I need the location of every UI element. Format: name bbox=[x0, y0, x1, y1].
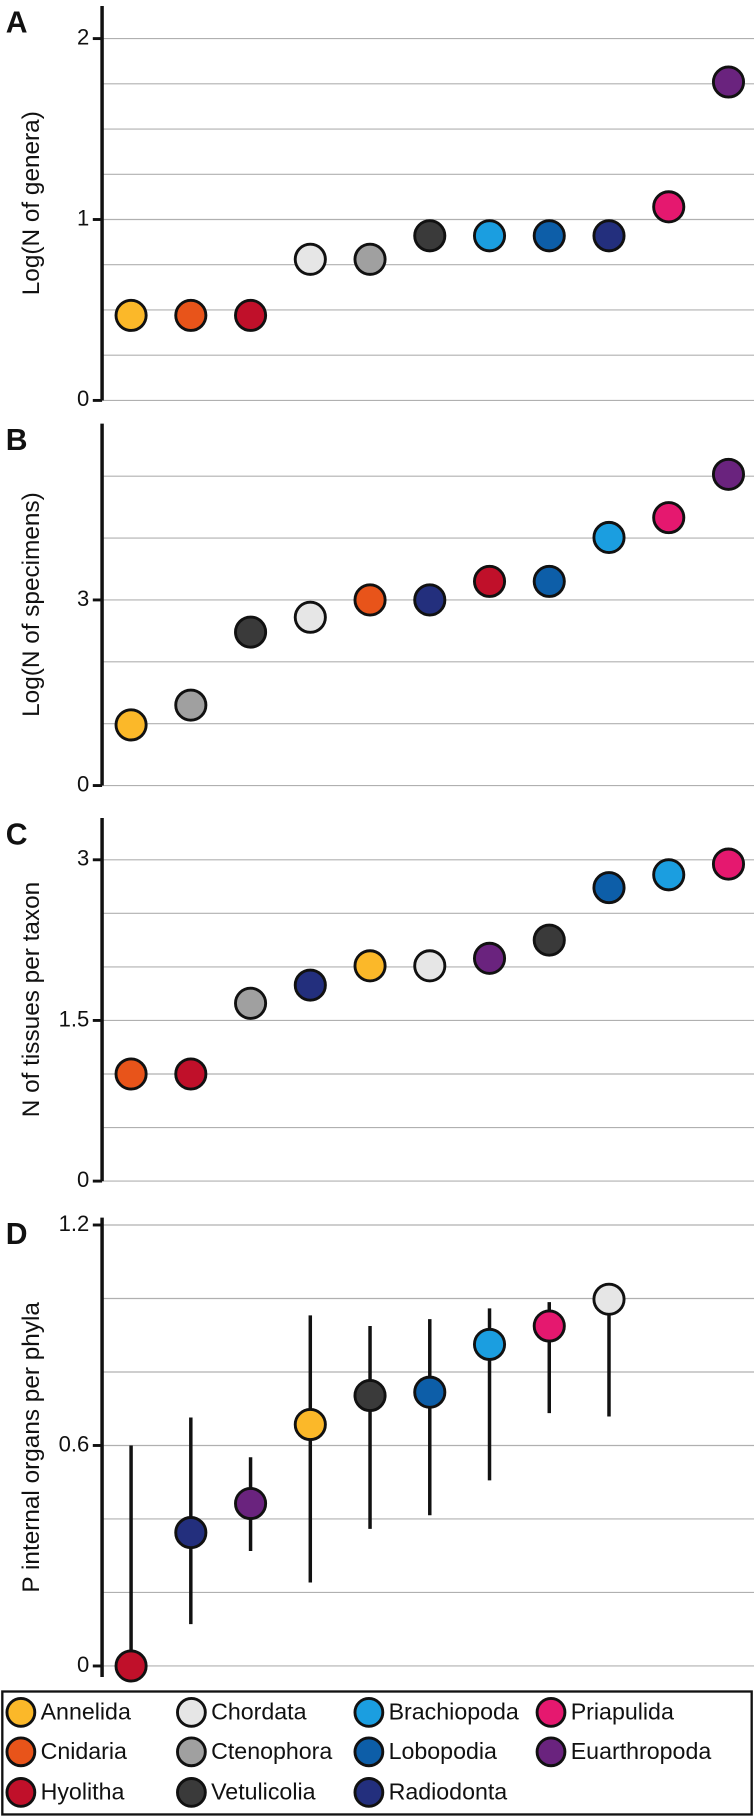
legend-marker bbox=[5, 1777, 37, 1808]
data-point bbox=[174, 688, 208, 722]
legend-label: Radiodonta bbox=[389, 1779, 508, 1805]
data-point bbox=[114, 708, 148, 742]
data-point bbox=[114, 298, 148, 332]
panel-label: C bbox=[6, 819, 28, 852]
legend-label: Brachiopoda bbox=[389, 1699, 519, 1725]
data-point bbox=[174, 298, 208, 332]
y-tick-label: 0 bbox=[77, 1652, 89, 1677]
data-point bbox=[353, 1378, 387, 1413]
data-point bbox=[711, 65, 746, 99]
legend-marker bbox=[353, 1736, 385, 1768]
y-tick-label: 0 bbox=[77, 1167, 89, 1192]
data-point bbox=[413, 219, 447, 253]
legend-label: Euarthropoda bbox=[571, 1738, 712, 1764]
panel-label: B bbox=[6, 424, 28, 457]
data-point bbox=[413, 583, 447, 617]
y-tick-label: 1.2 bbox=[59, 1211, 90, 1236]
data-point bbox=[353, 242, 387, 276]
data-point bbox=[293, 242, 327, 276]
data-point bbox=[472, 219, 507, 253]
axis-label: N of tissues per taxon bbox=[18, 882, 45, 1117]
data-point bbox=[353, 583, 387, 617]
legend-label: Hyolitha bbox=[41, 1779, 125, 1805]
data-point bbox=[174, 1516, 208, 1550]
data-point bbox=[532, 564, 566, 598]
data-point bbox=[234, 298, 268, 332]
legend-marker bbox=[535, 1736, 567, 1768]
data-point bbox=[592, 1282, 626, 1316]
legend-marker bbox=[5, 1736, 37, 1768]
y-tick-label: 3 bbox=[77, 846, 89, 871]
legend-box bbox=[1, 1690, 753, 1816]
legend-label: Priapulida bbox=[571, 1699, 674, 1725]
legend-marker bbox=[535, 1697, 567, 1728]
data-point bbox=[592, 871, 626, 905]
data-point bbox=[293, 968, 327, 1002]
data-point bbox=[234, 986, 268, 1020]
axis-label: Log(N of specimens) bbox=[18, 492, 45, 717]
data-point bbox=[472, 564, 507, 598]
panel-label: A bbox=[6, 7, 28, 40]
data-point bbox=[652, 190, 686, 224]
y-tick-label: 3 bbox=[77, 586, 89, 611]
data-point bbox=[532, 923, 566, 957]
legend-label: Annelida bbox=[41, 1699, 131, 1725]
axis-label: P internal organs per phyla bbox=[18, 1302, 45, 1593]
legend-marker bbox=[176, 1777, 207, 1808]
legend-marker bbox=[5, 1697, 37, 1728]
data-point bbox=[353, 949, 387, 983]
legend-label: Ctenophora bbox=[211, 1738, 332, 1764]
panel-label: D bbox=[6, 1218, 28, 1251]
data-point bbox=[711, 847, 746, 881]
data-point bbox=[234, 615, 268, 649]
y-tick-label: 0.6 bbox=[59, 1431, 90, 1456]
data-point bbox=[592, 219, 626, 253]
legend-label: Cnidaria bbox=[41, 1738, 127, 1764]
data-point bbox=[472, 1327, 507, 1361]
data-point bbox=[592, 520, 626, 554]
data-point bbox=[532, 219, 566, 253]
y-tick-label: 1.5 bbox=[59, 1006, 90, 1031]
data-point bbox=[532, 1309, 566, 1343]
axis-label: Log(N of genera) bbox=[18, 111, 45, 295]
data-point bbox=[293, 1408, 327, 1442]
data-point bbox=[293, 600, 327, 634]
data-point bbox=[652, 858, 686, 892]
legend-label: Lobopodia bbox=[389, 1738, 497, 1764]
data-point bbox=[114, 1057, 148, 1091]
legend-label: Vetulicolia bbox=[211, 1779, 316, 1805]
legend-marker bbox=[353, 1777, 385, 1808]
y-tick-label: 0 bbox=[77, 771, 89, 796]
data-point bbox=[234, 1487, 268, 1521]
data-point bbox=[413, 949, 447, 983]
data-point bbox=[413, 1375, 447, 1409]
y-tick-label: 0 bbox=[77, 386, 89, 411]
legend-marker bbox=[176, 1697, 207, 1728]
data-point bbox=[472, 941, 507, 975]
y-tick-label: 2 bbox=[77, 24, 89, 49]
legend-marker bbox=[176, 1736, 207, 1768]
y-tick-label: 1 bbox=[77, 205, 89, 230]
legend-marker bbox=[353, 1697, 385, 1728]
data-point bbox=[711, 457, 746, 491]
legend-label: Chordata bbox=[211, 1699, 306, 1725]
data-point bbox=[174, 1057, 208, 1091]
data-point bbox=[652, 501, 686, 535]
data-point bbox=[114, 1649, 148, 1683]
